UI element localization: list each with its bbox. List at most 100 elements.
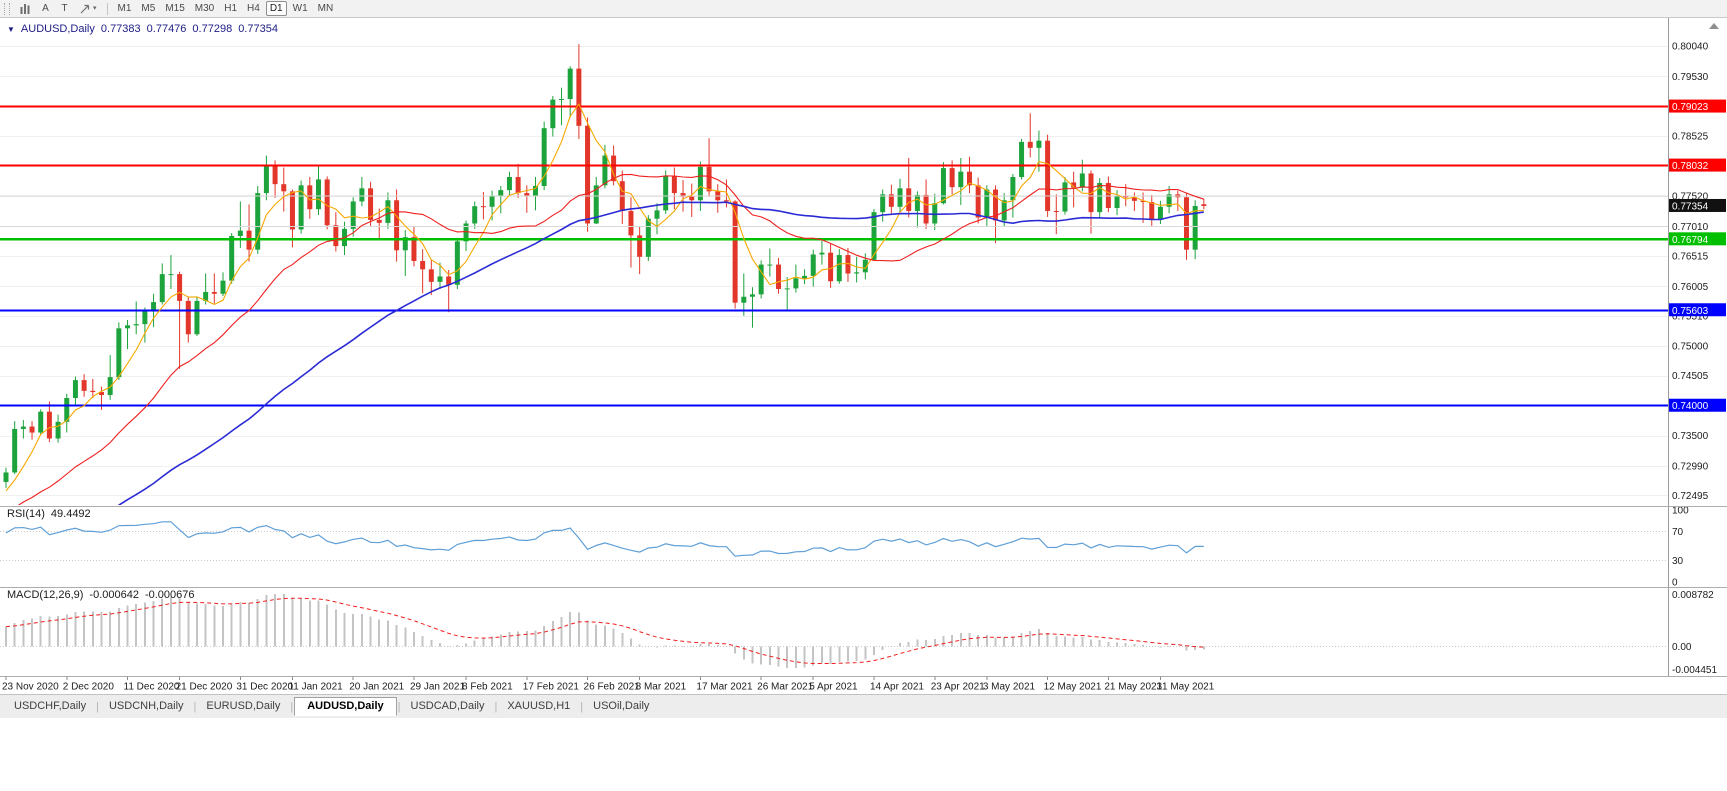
tab-separator: | <box>193 700 197 713</box>
svg-text:17 Feb 2021: 17 Feb 2021 <box>523 682 580 693</box>
svg-text:0.78525: 0.78525 <box>1672 132 1709 143</box>
chart-tab-usdcnh-daily[interactable]: USDCNH,Daily <box>108 700 184 712</box>
chart-tab-usdchf-daily[interactable]: USDCHF,Daily <box>14 700 87 712</box>
ohlc-low: 0.77298 <box>192 23 233 35</box>
rsi-title-label: RSI(14) <box>7 508 45 520</box>
svg-text:0.00: 0.00 <box>1672 642 1692 653</box>
svg-text:0.80040: 0.80040 <box>1672 41 1709 52</box>
toolbar-grip[interactable] <box>4 2 10 15</box>
macd-histogram <box>5 594 1205 668</box>
svg-text:12 May 2021: 12 May 2021 <box>1044 682 1102 693</box>
rsi-line <box>5 521 1204 557</box>
rsi-pane <box>0 521 1668 561</box>
svg-text:0.77520: 0.77520 <box>1672 192 1709 203</box>
tab-separator: | <box>494 700 498 713</box>
scroll-to-end-icon[interactable] <box>1709 23 1719 29</box>
hline-price-tag <box>1669 232 1726 246</box>
caret-down-icon: ▾ <box>93 5 97 12</box>
svg-text:0.77010: 0.77010 <box>1672 222 1709 233</box>
chart-window: 0.80040 0.79530 0.78525 0.77520 0.77010 0.765… <box>0 18 1727 694</box>
chart-tab-usoil-daily[interactable]: USOil,Daily <box>593 700 650 712</box>
svg-text:3 May 2021: 3 May 2021 <box>983 682 1036 693</box>
svg-text:21 May 2021: 21 May 2021 <box>1104 682 1162 693</box>
bar-chart-icon <box>20 4 30 14</box>
tab-separator: | <box>96 700 99 713</box>
top-toolbar: A T ▾ M1 M5 M15 M30 H1 H4 D1 W1 MN <box>0 0 1727 18</box>
toolbar-separator <box>106 2 108 15</box>
svg-text:0.74000: 0.74000 <box>1672 401 1709 412</box>
svg-text:0.76515: 0.76515 <box>1672 251 1709 262</box>
timeframe-h4-button[interactable]: H4 <box>247 3 260 14</box>
chart-tab-audusd-daily[interactable]: AUDUSD,Daily <box>294 697 397 716</box>
timeframe-m15-button[interactable]: M15 <box>165 3 185 14</box>
svg-text:0.72990: 0.72990 <box>1672 461 1709 472</box>
toolbar-draw-objects-button[interactable]: ▾ <box>75 1 101 16</box>
chart-ohlc-title: ▼ AUDUSD,Daily 0.77383 0.77476 0.77298 0… <box>7 23 278 35</box>
svg-text:21 Dec 2020: 21 Dec 2020 <box>176 682 233 693</box>
macd-title-main-value: -0.000642 <box>89 589 139 601</box>
macd-title-label: MACD(12,26,9) <box>7 589 84 601</box>
toolbar-text-label-button[interactable]: A <box>37 1 54 16</box>
chart-canvas[interactable]: 0.80040 0.79530 0.78525 0.77520 0.77010 0.765… <box>0 18 1727 694</box>
draw-objects-icon <box>80 4 90 13</box>
candlestick-series <box>3 44 1207 488</box>
timeframe-m1-button[interactable]: M1 <box>117 3 132 14</box>
svg-text:-0.004451: -0.004451 <box>1672 665 1717 676</box>
svg-text:0.72495: 0.72495 <box>1672 491 1709 502</box>
svg-text:23 Apr 2021: 23 Apr 2021 <box>931 682 985 693</box>
svg-text:26 Mar 2021: 26 Mar 2021 <box>757 682 814 693</box>
svg-text:29 Jan 2021: 29 Jan 2021 <box>410 682 465 693</box>
svg-text:11 Jan 2021: 11 Jan 2021 <box>288 682 343 693</box>
svg-text:0.75510: 0.75510 <box>1672 311 1709 322</box>
svg-text:5 Apr 2021: 5 Apr 2021 <box>809 682 858 693</box>
ma-fast-line <box>5 103 1204 492</box>
rsi-title-value: 49.4492 <box>50 508 91 520</box>
chart-symbol-period: AUDUSD,Daily <box>20 23 95 35</box>
svg-text:11 Dec 2020: 11 Dec 2020 <box>124 682 180 693</box>
svg-text:0.79023: 0.79023 <box>1672 102 1709 113</box>
chart-tab-list: USDCHF,Daily | USDCNH,Daily | EURUSD,Daily | A… <box>5 697 658 716</box>
ma-slow-line <box>117 201 1204 505</box>
macd-indicator-title: MACD(12,26,9) -0.000642 -0.000676 <box>7 589 195 601</box>
toolbar-chart-mode-button[interactable] <box>16 1 35 16</box>
svg-text:0.008782: 0.008782 <box>1672 590 1714 601</box>
current-price-tag <box>1669 198 1726 212</box>
horizontal-line-objects[interactable] <box>0 105 1668 407</box>
chart-tab-xauusd-h1[interactable]: XAUUSD,H1 <box>507 700 571 712</box>
text-label-label: A <box>42 3 49 14</box>
svg-text:26 Feb 2021: 26 Feb 2021 <box>584 682 641 693</box>
svg-text:0.74505: 0.74505 <box>1672 371 1709 382</box>
timeframe-mn-button[interactable]: MN <box>317 3 334 14</box>
svg-text:23 Nov 2020: 23 Nov 2020 <box>2 682 59 693</box>
ohlc-open: 0.77383 <box>100 23 141 35</box>
tab-separator: | <box>580 700 584 713</box>
macd-pane <box>0 594 1668 668</box>
chart-tab-eurusd-daily[interactable]: EURUSD,Daily <box>206 700 281 712</box>
svg-text:0.76794: 0.76794 <box>1672 235 1709 246</box>
toolbar-text-tool-button[interactable]: T <box>56 1 73 16</box>
timeframe-d1-button[interactable]: D1 <box>265 1 287 16</box>
svg-text:14 Apr 2021: 14 Apr 2021 <box>870 682 924 693</box>
ohlc-close: 0.77354 <box>238 23 278 35</box>
text-tool-label: T <box>61 3 68 14</box>
rsi-indicator-title: RSI(14) 49.4492 <box>7 508 91 520</box>
timeframe-m5-button[interactable]: M5 <box>141 3 156 14</box>
svg-text:8 Mar 2021: 8 Mar 2021 <box>636 682 687 693</box>
chart-tab-bar: USDCHF,Daily | USDCNH,Daily | EURUSD,Daily | A… <box>0 694 1727 718</box>
ma-mid-line <box>17 173 1204 505</box>
macd-title-signal-value: -0.000676 <box>144 589 195 601</box>
svg-text:8 Feb 2021: 8 Feb 2021 <box>462 682 513 693</box>
timeframe-m30-button[interactable]: M30 <box>194 3 215 14</box>
svg-text:0: 0 <box>1672 578 1678 589</box>
hline-price-tag <box>1669 158 1726 172</box>
macd-signal-line <box>5 597 1204 664</box>
tab-separator: | <box>290 700 294 713</box>
svg-text:100: 100 <box>1672 506 1689 517</box>
timeframe-h1-button[interactable]: H1 <box>224 3 238 14</box>
timeframe-w1-button[interactable]: W1 <box>292 3 308 14</box>
toolbar-tools-group: A T ▾ <box>15 1 102 16</box>
svg-text:0.75603: 0.75603 <box>1672 306 1709 317</box>
collapse-indicator-icon: ▼ <box>7 25 15 34</box>
price-gridlines <box>0 46 1668 496</box>
chart-tab-usdcad-daily[interactable]: USDCAD,Daily <box>410 700 485 712</box>
